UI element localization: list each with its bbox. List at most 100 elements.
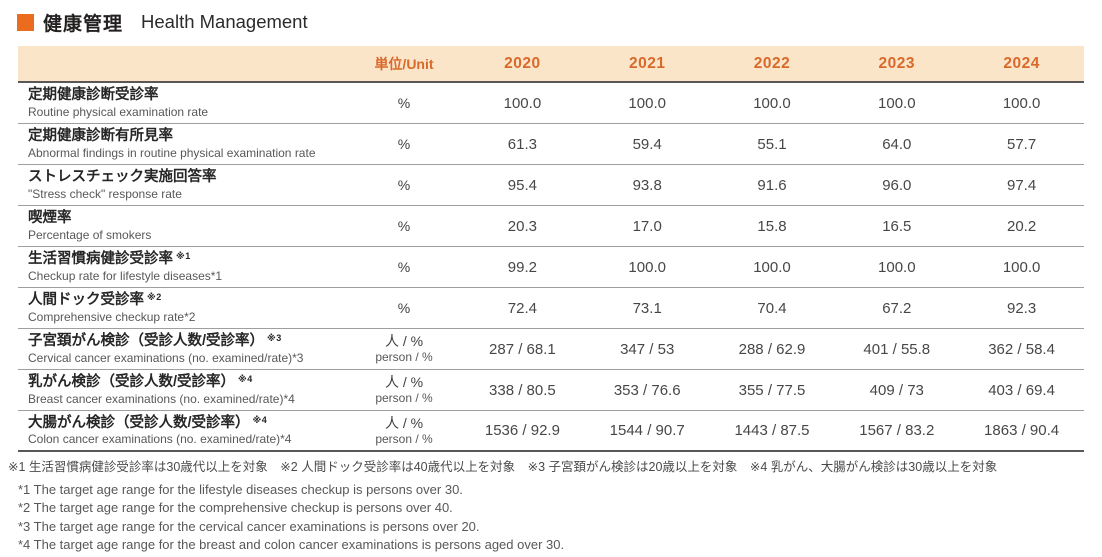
table-row-stress-check: ストレスチェック実施回答率 "Stress check" response ra… <box>18 165 1084 206</box>
value-cell: 59.4 <box>632 135 662 153</box>
row-label-note: ※4 <box>252 414 268 425</box>
unit-cell: 人 / % person / % <box>375 374 433 406</box>
footnote-en-4: *4 The target age range for the breast a… <box>18 537 565 552</box>
value-cell: 100.0 <box>753 258 791 276</box>
value-cell: 355 / 77.5 <box>738 381 806 399</box>
value-cell: 100.0 <box>1002 258 1041 276</box>
unit-cell: % <box>397 176 411 193</box>
health-data-table: 単位/Unit 2020 2021 2022 2023 2024 定期健康診断受… <box>18 46 1084 452</box>
value-cell: 64.0 <box>882 135 912 153</box>
value-cell: 20.3 <box>507 217 537 235</box>
table-row-colon-cancer: 大腸がん検診（受診人数/受診率） ※4 Colon cancer examinat… <box>18 411 1084 452</box>
row-label: ストレスチェック実施回答率 "Stress check" response ra… <box>18 168 348 202</box>
table-row-routine-exam: 定期健康診断受診率 Routine physical examination r… <box>18 83 1084 124</box>
header-unit: 単位/Unit <box>374 55 434 72</box>
row-label-ja: 定期健康診断受診率 <box>28 87 159 104</box>
orange-square-bullet-icon <box>17 13 34 31</box>
row-label-note: ※4 <box>238 374 253 385</box>
value-cell: 100.0 <box>1002 94 1041 112</box>
table-header-row: 単位/Unit 2020 2021 2022 2023 2024 <box>18 46 1084 83</box>
unit-cell: 人 / % person / % <box>375 414 433 446</box>
unit-cell: 人 / % person / % <box>375 333 433 365</box>
row-label-en: Checkup rate for lifestyle diseases*1 <box>28 268 223 283</box>
row-label-ja: 定期健康診断有所見率 <box>28 128 173 145</box>
value-cell: 93.8 <box>632 176 662 194</box>
row-label: 定期健康診断有所見率 Abnormal findings in routine … <box>18 127 348 161</box>
value-cell: 99.2 <box>507 258 537 276</box>
section-title-ja: 健康管理 <box>43 13 124 35</box>
table-row-smokers: 喫煙率 Percentage of smokers % 20.3 17.0 15… <box>18 206 1084 247</box>
row-label-en: Cervical cancer examinations (no. examin… <box>28 350 304 365</box>
footnote-ja: ※1 生活習慣病健診受診率は30歳代以上を対象 ※2 人間ドック受診率は40歳代… <box>8 460 998 474</box>
row-label-ja: 喫煙率 <box>28 210 72 227</box>
table-row-comprehensive-checkup: 人間ドック受診率 ※2 Comprehensive checkup rate*2 … <box>18 288 1084 329</box>
unit-cell: % <box>397 217 411 234</box>
value-cell: 91.6 <box>757 176 787 194</box>
row-label-en: Comprehensive checkup rate*2 <box>28 309 196 324</box>
row-label-note: ※1 <box>176 251 191 262</box>
value-cell: 95.4 <box>507 176 537 194</box>
value-cell: 353 / 76.6 <box>613 381 681 399</box>
row-label-note: ※3 <box>267 333 282 344</box>
row-label-ja: 子宮頚がん検診（受診人数/受診率） <box>28 333 265 350</box>
value-cell: 401 / 55.8 <box>863 340 931 358</box>
value-cell: 20.2 <box>1006 217 1037 235</box>
value-cell: 362 / 58.4 <box>988 340 1055 358</box>
value-cell: 1443 / 87.5 <box>734 422 810 439</box>
unit-cell: % <box>397 299 411 316</box>
footnote-en-3: *3 The target age range for the cervical… <box>18 518 480 534</box>
row-label: 大腸がん検診（受診人数/受診率） ※4 Colon cancer examinat… <box>18 414 348 448</box>
value-cell: 100.0 <box>503 94 542 112</box>
header-year-2024: 2024 <box>1003 54 1040 72</box>
unit-cell: % <box>397 258 411 275</box>
value-cell: 17.0 <box>632 217 662 235</box>
value-cell: 1544 / 90.7 <box>609 422 685 439</box>
value-cell: 100.0 <box>878 94 916 112</box>
unit-cell: % <box>397 94 411 111</box>
value-cell: 70.4 <box>757 299 787 317</box>
table-row-breast-cancer: 乳がん検診（受診人数/受診率） ※4 Breast cancer examinat… <box>18 370 1084 411</box>
value-cell: 288 / 62.9 <box>738 340 806 358</box>
header-year-2020: 2020 <box>504 54 541 72</box>
value-cell: 15.8 <box>757 217 787 235</box>
value-cell: 100.0 <box>878 258 916 276</box>
value-cell: 55.1 <box>757 135 787 153</box>
row-label-ja: ストレスチェック実施回答率 <box>28 169 217 186</box>
value-cell: 72.4 <box>507 299 537 317</box>
row-label: 人間ドック受診率 ※2 Comprehensive checkup rate*2 <box>18 291 348 325</box>
row-label-ja: 人間ドック受診率 <box>28 292 144 309</box>
unit-cell: % <box>397 135 411 152</box>
value-cell: 67.2 <box>882 299 912 317</box>
row-label-en: Colon cancer examinations (no. examined/… <box>28 432 292 447</box>
value-cell: 61.3 <box>507 135 537 153</box>
value-cell: 403 / 69.4 <box>988 381 1055 399</box>
footnotes-en: *1 The target age range for the lifestyl… <box>18 481 1102 555</box>
row-label-ja: 大腸がん検診（受診人数/受診率） <box>28 414 250 431</box>
table-row-cervical-cancer: 子宮頚がん検診（受診人数/受診率） ※3 Cervical cancer exam… <box>18 329 1084 370</box>
footnotes: ※1 生活習慣病健診受診率は30歳代以上を対象 ※2 人間ドック受診率は40歳代… <box>8 459 1102 555</box>
row-label-en: "Stress check" response rate <box>28 186 182 201</box>
row-label-ja: 乳がん検診（受診人数/受診率） <box>28 374 236 391</box>
header-year-2021: 2021 <box>628 54 666 72</box>
section-title: 健康管理 Health Management <box>0 0 1102 35</box>
value-cell: 73.1 <box>632 299 662 317</box>
value-cell: 1863 / 90.4 <box>984 422 1060 439</box>
row-label-note: ※2 <box>147 292 162 303</box>
row-label-en: Routine physical examination rate <box>28 104 209 119</box>
value-cell: 1536 / 92.9 <box>484 422 560 439</box>
footnote-en-2: *2 The target age range for the comprehe… <box>18 500 453 515</box>
value-cell: 100.0 <box>753 94 791 112</box>
section-title-en: Health Management <box>141 11 308 32</box>
value-cell: 57.7 <box>1006 135 1037 153</box>
row-label-ja: 生活習慣病健診受診率 <box>28 251 173 268</box>
table-row-abnormal-findings: 定期健康診断有所見率 Abnormal findings in routine … <box>18 124 1084 165</box>
row-label: 乳がん検診（受診人数/受診率） ※4 Breast cancer examinat… <box>18 373 348 407</box>
footnote-en-1: *1 The target age range for the lifestyl… <box>18 481 463 497</box>
row-label-en: Breast cancer examinations (no. examined… <box>28 391 295 406</box>
header-year-2022: 2022 <box>753 54 791 72</box>
header-year-2023: 2023 <box>878 54 916 72</box>
value-cell: 347 / 53 <box>620 340 675 358</box>
row-label: 子宮頚がん検診（受診人数/受診率） ※3 Cervical cancer exam… <box>18 332 348 366</box>
value-cell: 96.0 <box>882 176 912 194</box>
value-cell: 409 / 73 <box>869 381 924 399</box>
